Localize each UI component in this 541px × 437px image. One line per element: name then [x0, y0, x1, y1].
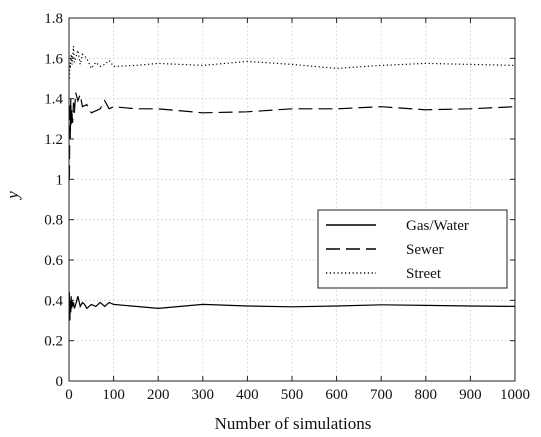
series-line-street — [68, 46, 516, 79]
legend-label: Street — [406, 266, 442, 282]
x-tick-label: 200 — [147, 387, 170, 403]
y-tick-label: 0.4 — [44, 293, 63, 309]
x-tick-label: 600 — [325, 387, 348, 403]
x-tick-label: 100 — [102, 387, 125, 403]
y-tick-label: 1.2 — [44, 132, 63, 148]
x-tick-label: 500 — [281, 387, 304, 403]
grid — [69, 18, 515, 381]
legend: Gas/Water Sewer Street — [317, 209, 508, 289]
series-line-sewer — [68, 92, 516, 180]
axes: 0 100 200 300 400 500 600 700 800 900 1000 0 0.2 0.4 0… — [44, 11, 530, 403]
x-tick-label: 1000 — [500, 387, 530, 403]
legend-label: Sewer — [406, 242, 444, 258]
y-axis-title: y — [3, 191, 22, 201]
y-tick-label: 1 — [56, 172, 64, 188]
x-tick-label: 700 — [370, 387, 393, 403]
x-tick-label: 300 — [192, 387, 215, 403]
y-tick-label: 0.6 — [44, 253, 63, 269]
y-tick-label: 1.6 — [44, 51, 63, 67]
x-tick-label: 800 — [415, 387, 438, 403]
y-tick-label: 1.4 — [44, 92, 63, 108]
x-tick-label: 400 — [236, 387, 259, 403]
series-lines — [68, 46, 516, 321]
legend-label: Gas/Water — [406, 218, 469, 234]
y-tick-label: 0.2 — [44, 334, 63, 350]
series-line-gas-water — [68, 292, 516, 321]
y-tick-label: 0.8 — [44, 213, 63, 229]
x-tick-label: 0 — [65, 387, 73, 403]
y-tick-label: 0 — [56, 374, 64, 390]
y-tick-label: 1.8 — [44, 11, 63, 27]
x-tick-label: 900 — [459, 387, 482, 403]
x-axis-title: Number of simulations — [215, 414, 372, 433]
